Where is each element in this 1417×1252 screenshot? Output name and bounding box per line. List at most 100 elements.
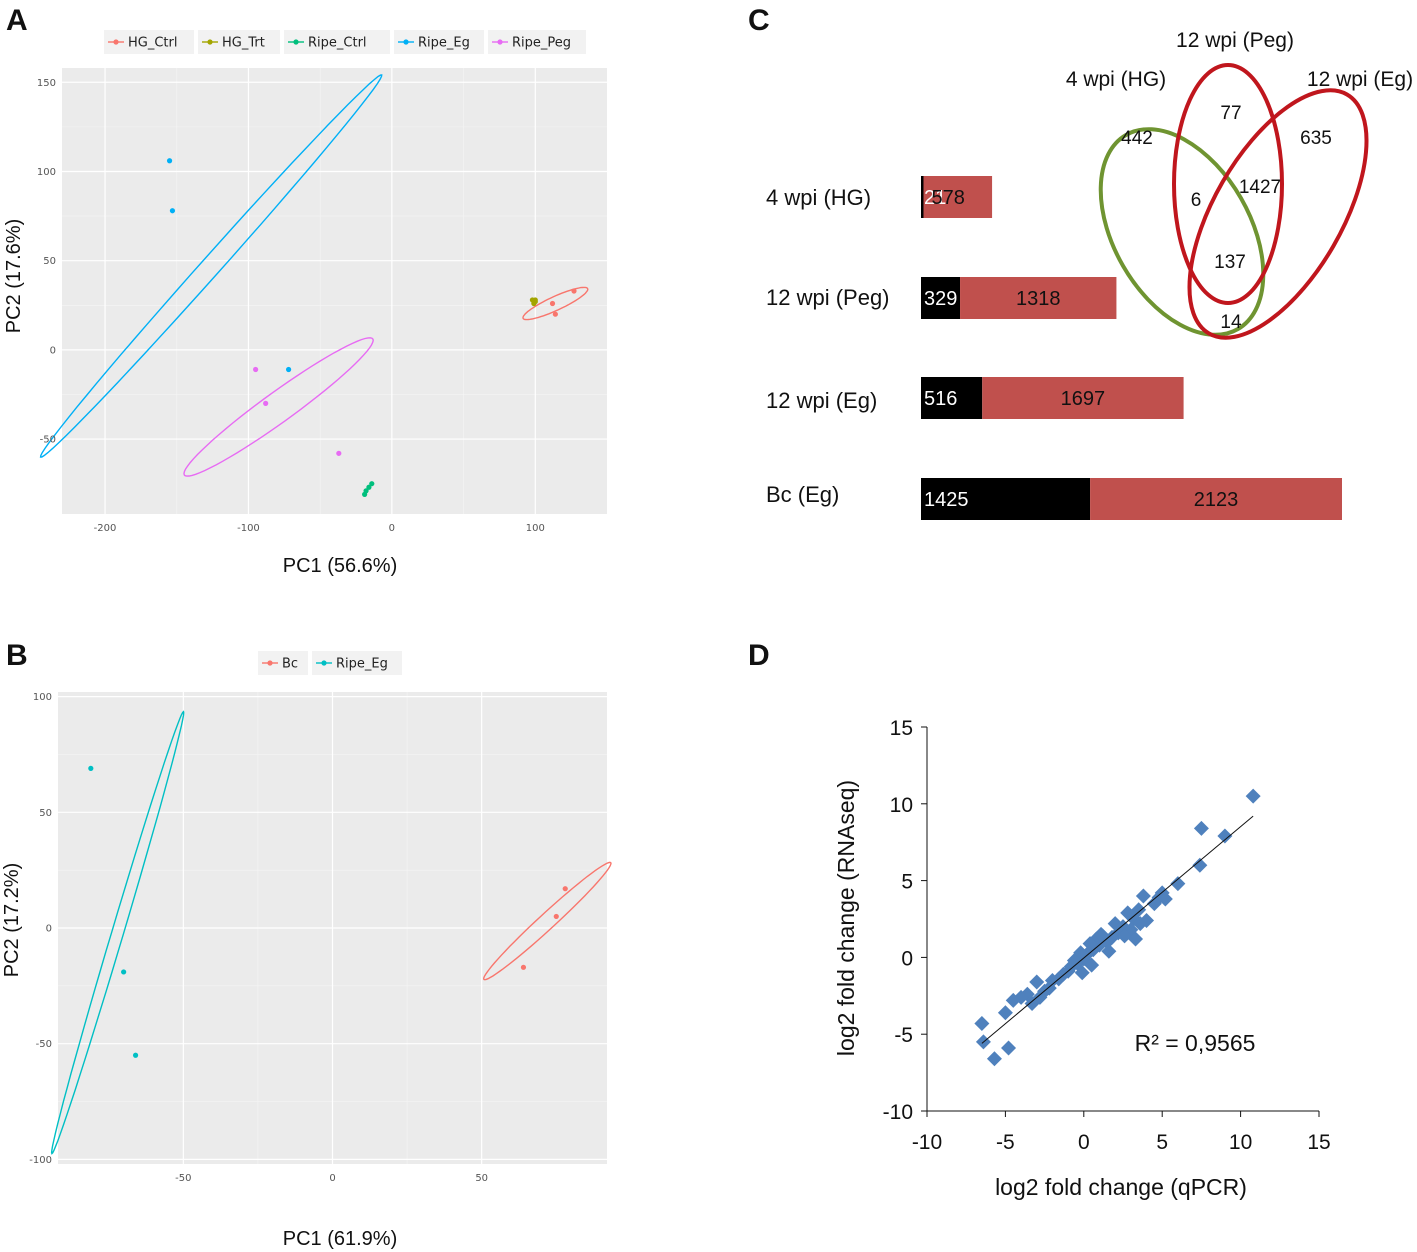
b-y-tick-label: 100 <box>33 692 52 703</box>
a-point-ripe-peg <box>263 400 269 406</box>
panel-d-point <box>986 1051 1002 1067</box>
a-point-hg-ctrl <box>571 288 577 294</box>
b-point-ripe-eg <box>121 969 127 975</box>
bar-segment-red <box>960 277 1117 319</box>
bar-segment-black <box>921 277 961 319</box>
a-y-tick-label: 100 <box>37 167 56 178</box>
a-x-tick-label: 100 <box>526 523 545 534</box>
bar-segment-black <box>921 478 1091 520</box>
venn-label-hg: 4 wpi (HG) <box>1066 68 1166 91</box>
bar-value-black: 21 <box>924 187 946 209</box>
panel-d-point <box>1084 957 1100 973</box>
a-legend-label-hg-ctrl: HG_Ctrl <box>128 36 177 51</box>
panel-d-y-tick-label: -5 <box>894 1024 913 1047</box>
panel-d-point <box>1093 926 1109 942</box>
panel-d-point <box>1001 1040 1017 1056</box>
b-point-bc <box>562 886 568 892</box>
venn-count-hg-eg: 14 <box>1220 312 1242 333</box>
panel-d-point <box>1120 905 1136 921</box>
panel-d-axes <box>921 726 1320 1117</box>
panel-b-points <box>88 765 568 1058</box>
a-point-ripe-ctrl <box>369 481 375 487</box>
venn-count-eg-only: 635 <box>1300 128 1332 149</box>
bar-value-red: 2123 <box>1194 489 1239 511</box>
b-point-bc <box>553 913 559 920</box>
a-point-ripe-eg <box>286 366 292 373</box>
a-x-tick-label: -100 <box>237 523 260 534</box>
panel-d-point <box>1005 992 1021 1008</box>
a-point-ripe-peg <box>336 450 342 456</box>
a-ellipse-ripe-peg <box>183 337 374 477</box>
panel-d-point <box>1157 891 1173 907</box>
b-point-ripe-eg <box>132 1052 139 1058</box>
a-legend-label-ripe-eg: Ripe_Eg <box>418 36 470 51</box>
bar-label-hg: 4 wpi (HG) <box>766 185 871 210</box>
b-x-tick-label: -50 <box>175 1173 191 1184</box>
panel-b-gridlines <box>58 692 607 1164</box>
panel-letter-b: B <box>6 639 28 672</box>
panel-c-stacked-bars: 4 wpi (HG) 12 wpi (Peg) 12 wpi (Eg) Bc (… <box>766 176 1342 520</box>
a-point-hg-trt <box>532 297 538 303</box>
panel-d-point <box>1117 928 1133 944</box>
b-legend-label-ripe-eg: Ripe_Eg <box>336 657 388 672</box>
panel-d-point <box>1146 896 1162 912</box>
panel-d-point <box>1074 965 1090 981</box>
b-x-tick-label: 50 <box>475 1173 488 1184</box>
bar-label-bc: Bc (Eg) <box>766 482 839 507</box>
venn-count-hg-peg: 6 <box>1191 190 1202 211</box>
venn-count-peg-only: 77 <box>1220 103 1241 124</box>
bar-value-red: 1697 <box>1061 388 1106 410</box>
panel-b-legend: Bc Ripe_Eg <box>258 651 402 675</box>
panel-d-x-tick-label: -5 <box>996 1131 1015 1154</box>
b-y-tick-label: 50 <box>39 808 52 819</box>
panel-letter-c: C <box>748 4 770 37</box>
a-y-tick-label: 150 <box>37 78 56 89</box>
a-point-ripe-eg <box>169 208 176 214</box>
panel-d-point <box>1101 943 1117 959</box>
panel-d-y-tick-label: 15 <box>890 717 913 740</box>
b-y-tick-label: 0 <box>46 924 52 935</box>
a-point-hg-ctrl <box>552 311 558 317</box>
a-point-ripe-ctrl <box>362 491 368 497</box>
venn-label-eg: 12 wpi (Eg) <box>1307 68 1413 91</box>
panel-d-point <box>974 1015 990 1031</box>
bar-segment-red <box>923 176 993 218</box>
panel-d-point <box>1217 828 1233 844</box>
b-legend-dot-bc <box>267 660 273 666</box>
a-y-tick-label: 0 <box>50 345 56 356</box>
panel-a-gridlines <box>62 68 607 514</box>
panel-d-x-tick-label: 0 <box>1078 1131 1090 1154</box>
panel-d-trendline-line <box>981 815 1254 1044</box>
bar-segment-black <box>921 176 924 218</box>
panel-d-point <box>1139 913 1155 929</box>
panel-d-x-tick-label: 10 <box>1229 1131 1252 1154</box>
a-legend-label-hg-trt: HG_Trt <box>222 36 265 51</box>
bar-label-eg: 12 wpi (Eg) <box>766 388 877 413</box>
b-point-bc <box>520 964 527 970</box>
panel-letter-d: D <box>748 639 770 672</box>
venn-label-peg: 12 wpi (Peg) <box>1176 29 1294 52</box>
panel-d-point <box>1245 788 1261 804</box>
bar-value-red: 578 <box>931 187 964 209</box>
bar-value-red: 1318 <box>1016 288 1061 310</box>
a-point-ripe-eg <box>166 158 173 164</box>
panel-d-point <box>1029 974 1045 990</box>
venn-set-peg <box>1172 63 1284 305</box>
panel-a-pca-plot: -200 -100 0 100 -50 0 50 100 150 HG_Ctrl HG_Trt Ri… <box>3 30 607 577</box>
a-y-tick-label: -50 <box>40 435 56 446</box>
panel-d-point <box>1135 888 1151 904</box>
panel-d-point <box>1128 931 1144 947</box>
panel-d-y-tick-label: -10 <box>883 1101 913 1124</box>
b-ellipse-bc <box>482 861 612 981</box>
bar-segment-red <box>1090 478 1342 520</box>
panel-d-point <box>1192 857 1208 873</box>
a-legend-label-ripe-peg: Ripe_Peg <box>512 36 571 51</box>
panel-a-y-axis-title: PC2 (17.6%) <box>3 219 25 334</box>
panel-d-point <box>1019 986 1035 1002</box>
panel-d-tick-labels: -10 -5 0 5 10 15 -10 -5 0 5 10 15 <box>883 717 1331 1154</box>
b-y-tick-label: -100 <box>29 1155 52 1166</box>
b-y-tick-label: -50 <box>36 1039 52 1050</box>
b-point-ripe-eg <box>88 765 94 771</box>
venn-set-eg <box>1187 88 1369 340</box>
